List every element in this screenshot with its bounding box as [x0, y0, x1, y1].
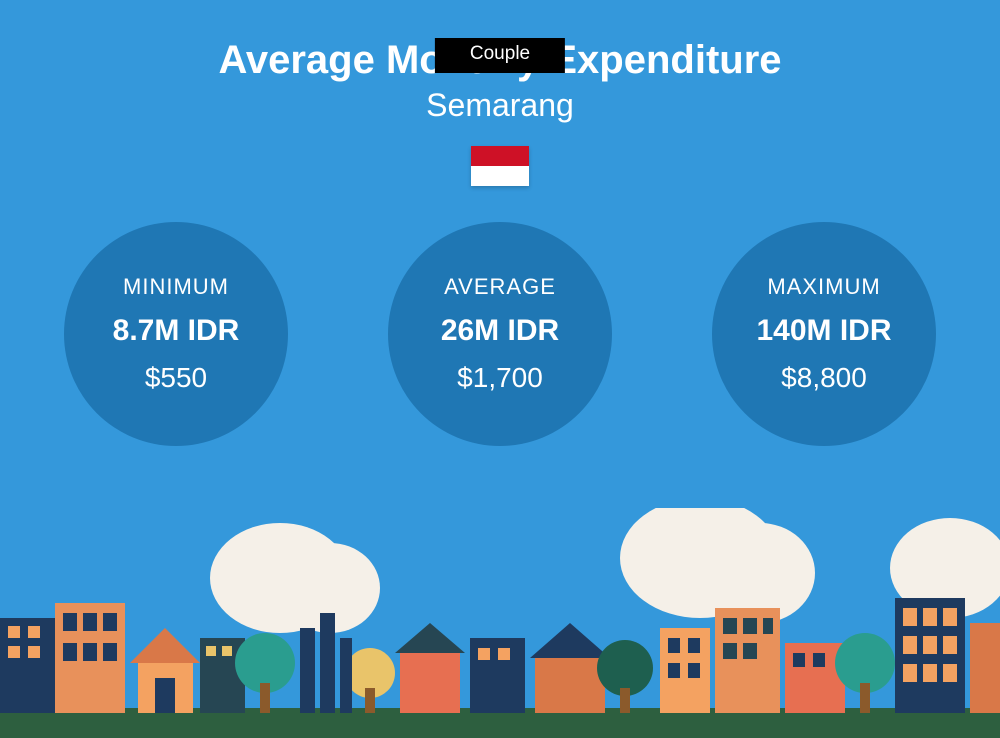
stat-primary-value: 8.7M IDR — [113, 314, 240, 348]
category-badge: Couple — [435, 38, 565, 73]
flag-stripe-bottom — [471, 166, 529, 186]
stat-label: AVERAGE — [444, 274, 556, 300]
stat-secondary-value: $550 — [145, 362, 207, 394]
stat-label: MINIMUM — [123, 274, 229, 300]
location-subtitle: Semarang — [0, 87, 1000, 124]
stat-circle-minimum: MINIMUM 8.7M IDR $550 — [64, 222, 288, 446]
stat-secondary-value: $8,800 — [781, 362, 867, 394]
stat-primary-value: 26M IDR — [441, 314, 559, 348]
stats-container: MINIMUM 8.7M IDR $550 AVERAGE 26M IDR $1… — [0, 222, 1000, 446]
flag-stripe-top — [471, 146, 529, 166]
stat-circle-maximum: MAXIMUM 140M IDR $8,800 — [712, 222, 936, 446]
country-flag-icon — [471, 146, 529, 186]
stat-label: MAXIMUM — [767, 274, 880, 300]
stat-circle-average: AVERAGE 26M IDR $1,700 — [388, 222, 612, 446]
cityscape-illustration — [0, 508, 1000, 738]
stat-primary-value: 140M IDR — [756, 314, 891, 348]
stat-secondary-value: $1,700 — [457, 362, 543, 394]
